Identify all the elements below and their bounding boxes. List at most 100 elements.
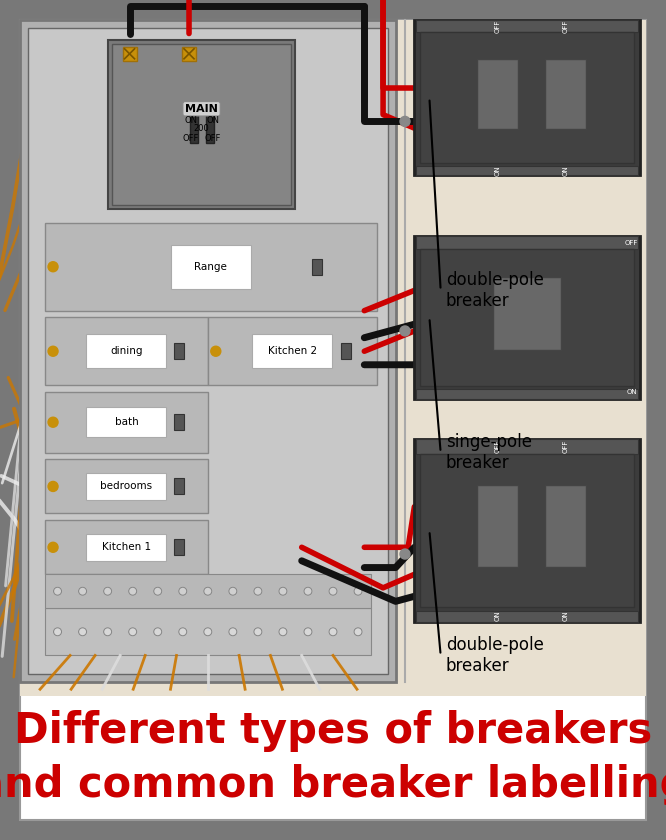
Bar	[45, 318, 208, 385]
Bar	[87, 533, 166, 561]
Bar	[420, 249, 634, 386]
Circle shape	[48, 417, 58, 428]
Text: dining: dining	[110, 346, 143, 356]
Text: ON: ON	[627, 389, 637, 395]
Bar	[190, 115, 198, 143]
Circle shape	[354, 627, 362, 636]
Circle shape	[254, 587, 262, 596]
Circle shape	[79, 627, 87, 636]
Bar	[87, 407, 166, 438]
Text: ON: ON	[184, 116, 197, 125]
Bar	[123, 47, 137, 60]
Text: Different types of breakers: Different types of breakers	[14, 710, 652, 752]
Circle shape	[48, 346, 58, 356]
Bar	[494, 277, 561, 350]
Text: and common breaker labelling: and common breaker labelling	[0, 764, 666, 806]
Bar	[208, 318, 377, 385]
Bar	[478, 485, 518, 567]
Bar	[20, 20, 396, 682]
Circle shape	[304, 627, 312, 636]
Text: OFF: OFF	[562, 439, 568, 453]
Bar	[174, 344, 184, 360]
Text: ON: ON	[562, 611, 568, 622]
Bar	[342, 344, 352, 360]
Circle shape	[48, 262, 58, 271]
Bar	[45, 520, 208, 575]
Text: ON: ON	[206, 116, 219, 125]
Text: MAIN: MAIN	[185, 104, 218, 113]
Circle shape	[279, 627, 287, 636]
Circle shape	[53, 627, 61, 636]
Text: bedrooms: bedrooms	[101, 481, 153, 491]
Circle shape	[48, 481, 58, 491]
Circle shape	[254, 627, 262, 636]
Bar	[174, 539, 184, 555]
Circle shape	[354, 587, 362, 596]
Bar	[45, 391, 208, 453]
Bar	[312, 259, 322, 275]
Circle shape	[204, 587, 212, 596]
Text: double-pole
breaker: double-pole breaker	[446, 636, 543, 675]
Circle shape	[48, 543, 58, 552]
Text: Range: Range	[194, 262, 227, 271]
Circle shape	[129, 587, 137, 596]
Text: ON: ON	[495, 165, 501, 176]
Circle shape	[104, 627, 112, 636]
Bar	[174, 479, 184, 495]
Circle shape	[79, 587, 87, 596]
Bar	[416, 611, 638, 622]
Text: singe-pole
breaker: singe-pole breaker	[446, 433, 531, 472]
Circle shape	[329, 587, 337, 596]
Circle shape	[279, 587, 287, 596]
Bar	[28, 28, 388, 675]
Circle shape	[178, 587, 186, 596]
Bar	[478, 59, 518, 129]
Text: Kitchen 2: Kitchen 2	[268, 346, 317, 356]
Bar	[252, 334, 332, 368]
Bar	[414, 236, 640, 398]
Bar	[20, 20, 646, 696]
Text: ON: ON	[495, 611, 501, 622]
Text: OFF: OFF	[495, 19, 501, 33]
Circle shape	[154, 587, 162, 596]
Circle shape	[329, 627, 337, 636]
Bar	[416, 236, 638, 249]
Bar	[45, 459, 208, 513]
Text: OFF: OFF	[562, 19, 568, 33]
Bar	[416, 166, 638, 176]
Bar	[414, 20, 640, 176]
Circle shape	[211, 346, 221, 356]
Bar	[420, 454, 634, 607]
Text: OFF: OFF	[182, 134, 198, 144]
Text: 200: 200	[194, 124, 209, 134]
Text: OFF: OFF	[495, 439, 501, 453]
Circle shape	[229, 627, 237, 636]
Bar	[108, 40, 296, 209]
Text: OFF: OFF	[204, 134, 220, 144]
Bar	[545, 59, 585, 129]
Circle shape	[129, 627, 137, 636]
Bar	[87, 473, 166, 500]
Bar	[414, 439, 640, 622]
Bar	[87, 334, 166, 368]
Circle shape	[53, 587, 61, 596]
Circle shape	[204, 627, 212, 636]
Circle shape	[304, 587, 312, 596]
Circle shape	[400, 326, 410, 336]
Text: OFF: OFF	[625, 239, 639, 246]
Circle shape	[400, 117, 410, 126]
Bar	[545, 485, 585, 567]
Circle shape	[400, 549, 410, 559]
Bar	[416, 389, 638, 398]
Bar	[420, 33, 634, 163]
Bar	[416, 20, 638, 33]
Text: Kitchen 1: Kitchen 1	[102, 543, 151, 552]
Text: double-pole
breaker: double-pole breaker	[446, 271, 543, 310]
Bar	[45, 575, 370, 608]
Bar	[171, 244, 251, 289]
Bar	[182, 47, 196, 60]
Bar	[45, 223, 377, 311]
Text: bath: bath	[115, 417, 139, 428]
Bar	[112, 45, 292, 205]
Bar	[416, 439, 638, 454]
